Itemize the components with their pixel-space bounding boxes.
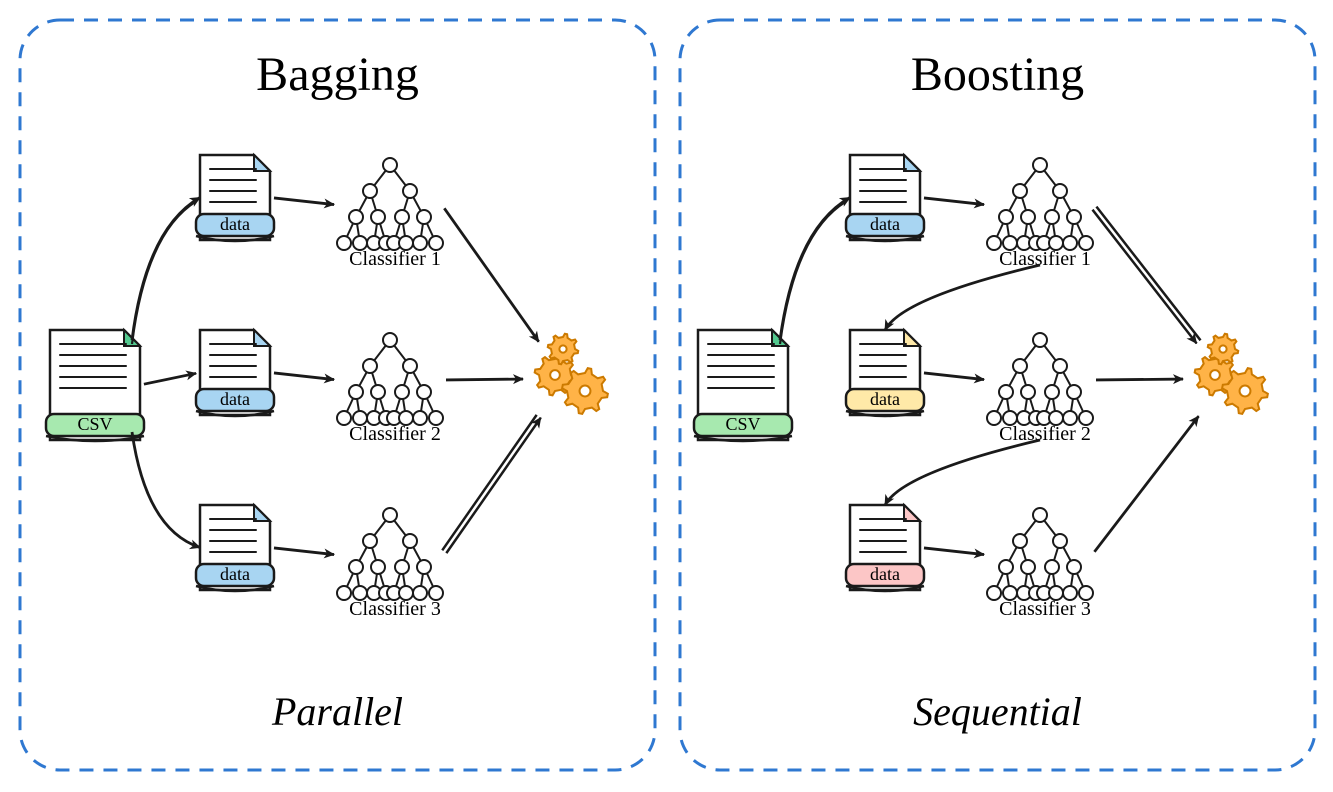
svg-text:data: data: [870, 214, 900, 234]
right-data-icon-0: data: [846, 155, 924, 241]
right-subtitle: Sequential: [913, 689, 1082, 734]
svg-text:data: data: [220, 389, 250, 409]
left-tree-icon-1: [337, 333, 443, 425]
left-data-icon-0: data: [196, 155, 274, 241]
left-tree-label-2: Classifier 3: [349, 598, 441, 620]
diagram-canvas: Bagging Parallel Boosting Sequential CSV data…: [0, 0, 1333, 792]
right-data-icon-2: data: [846, 505, 924, 591]
right-tree-label-0: Classifier 1: [999, 248, 1091, 270]
left-csv-icon: CSV: [46, 330, 144, 441]
svg-text:CSV: CSV: [77, 414, 112, 434]
right-tree-icon-1: [987, 333, 1093, 425]
left-title: Bagging: [256, 48, 419, 101]
left-tree-label-1: Classifier 2: [349, 423, 441, 445]
left-tree-icon-2: [337, 508, 443, 600]
left-gears-icon: [535, 334, 608, 414]
svg-text:CSV: CSV: [725, 414, 760, 434]
right-data-icon-1: data: [846, 330, 924, 416]
svg-text:data: data: [870, 389, 900, 409]
right-tree-icon-0: [987, 158, 1093, 250]
left-tree-label-0: Classifier 1: [349, 248, 441, 270]
right-title: Boosting: [911, 48, 1084, 101]
right-tree-icon-2: [987, 508, 1093, 600]
right-gears-icon: [1195, 334, 1268, 414]
svg-text:data: data: [220, 214, 250, 234]
right-csv-icon: CSV: [694, 330, 792, 441]
left-tree-icon-0: [337, 158, 443, 250]
svg-text:data: data: [870, 564, 900, 584]
svg-text:data: data: [220, 564, 250, 584]
right-tree-label-2: Classifier 3: [999, 598, 1091, 620]
left-subtitle: Parallel: [271, 689, 403, 734]
right-tree-label-1: Classifier 2: [999, 423, 1091, 445]
left-data-icon-2: data: [196, 505, 274, 591]
left-data-icon-1: data: [196, 330, 274, 416]
